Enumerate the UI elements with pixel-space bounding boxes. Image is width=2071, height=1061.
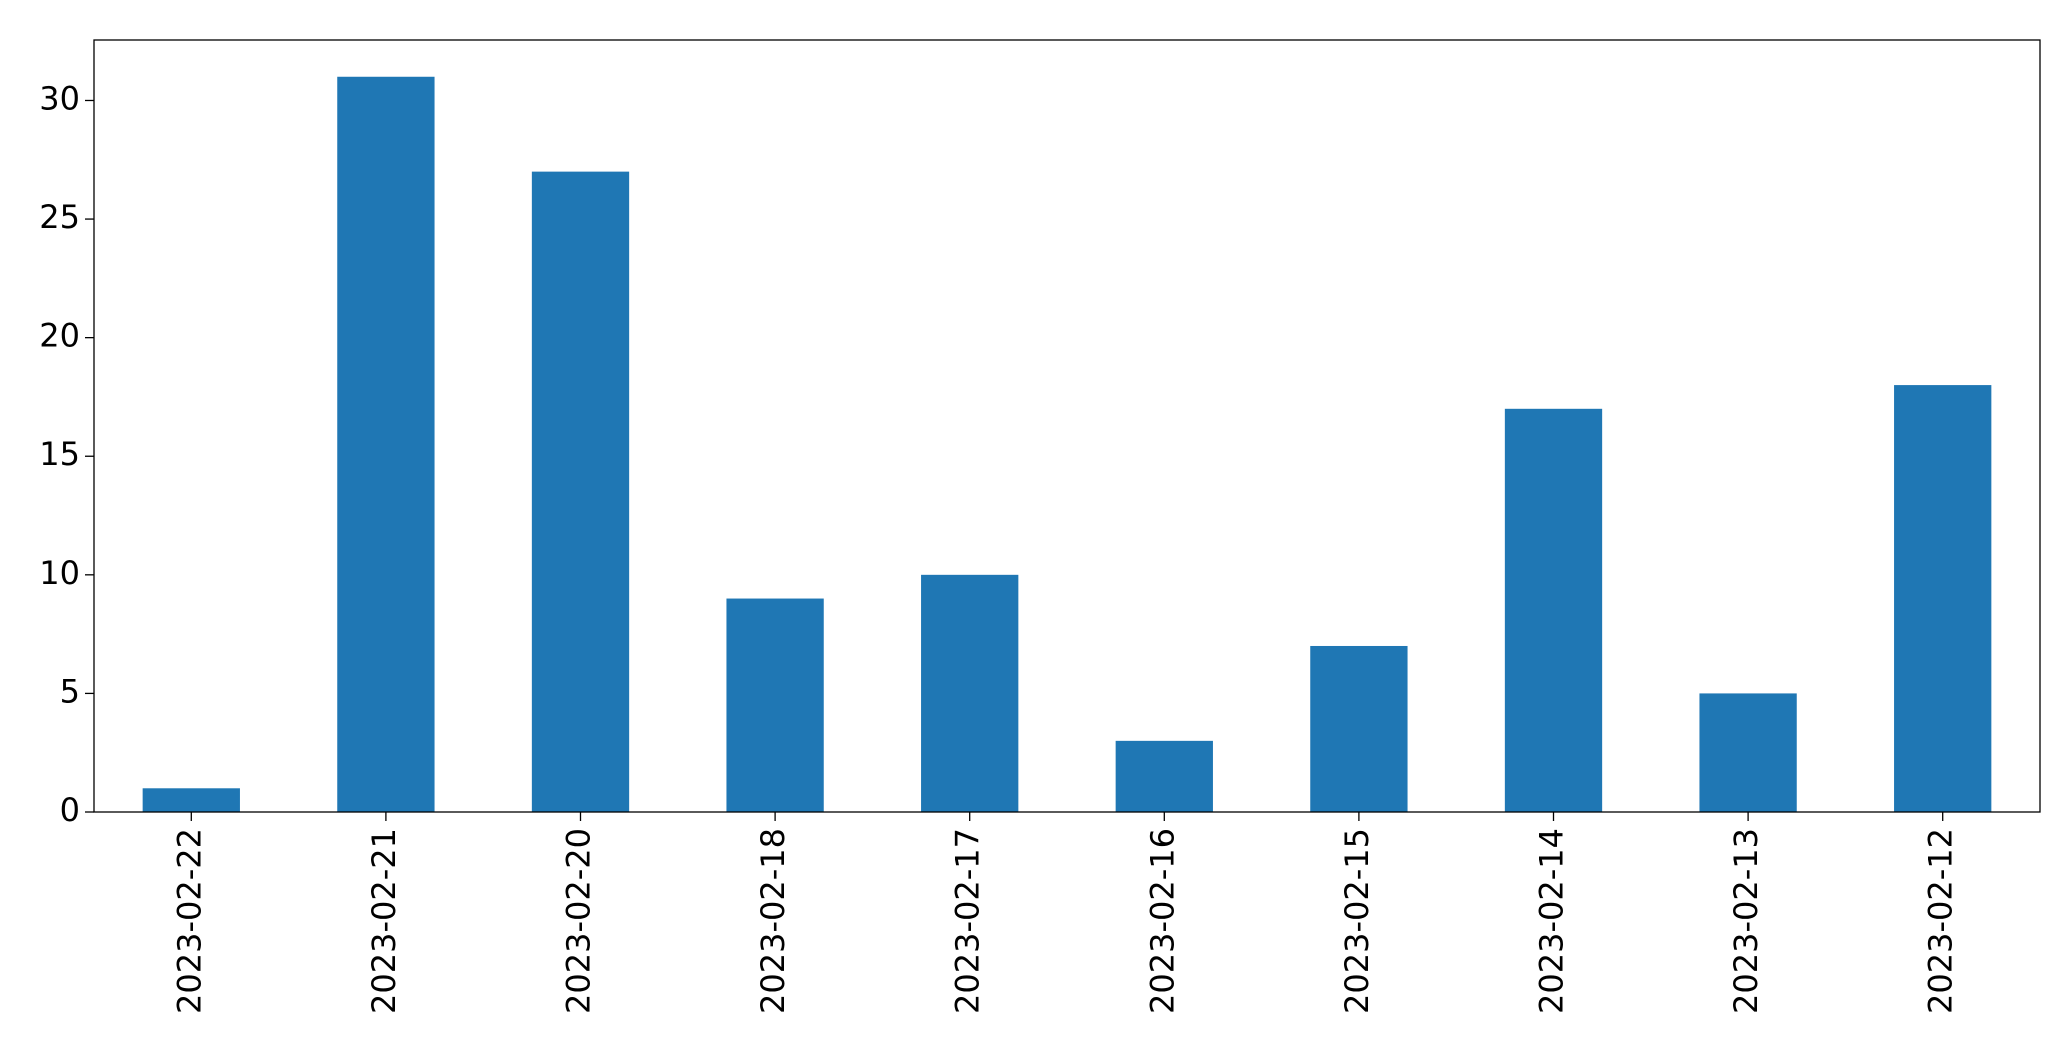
bar [1699,693,1797,812]
plot-frame [93,39,2041,813]
bar [921,574,1019,812]
y-tick-label: 20 [39,317,80,355]
bar [337,76,435,812]
y-tick-label: 0 [60,791,80,829]
x-tick-label: 2023-02-18 [754,828,792,1014]
x-tick-label: 2023-02-16 [1143,828,1181,1014]
bar [1504,408,1603,812]
bar [1894,385,1992,812]
y-tick-label: 25 [39,198,80,236]
bar [726,598,824,812]
bar [142,788,240,812]
x-tick-label: 2023-02-14 [1533,828,1571,1014]
bar [1115,740,1213,812]
bar [531,171,630,812]
x-tick-label: 2023-02-12 [1922,828,1960,1014]
y-tick-label: 15 [39,435,80,473]
x-tick-label: 2023-02-20 [560,828,598,1014]
x-tick-label: 2023-02-22 [170,828,208,1014]
y-tick-label: 10 [39,554,80,592]
x-tick-label: 2023-02-13 [1727,828,1765,1014]
bar [1310,645,1408,812]
y-tick-label: 30 [39,79,80,117]
y-tick-label: 5 [60,672,80,710]
x-tick-label: 2023-02-15 [1338,828,1376,1014]
x-tick-label: 2023-02-17 [949,828,987,1014]
x-tick-label: 2023-02-21 [365,828,403,1014]
